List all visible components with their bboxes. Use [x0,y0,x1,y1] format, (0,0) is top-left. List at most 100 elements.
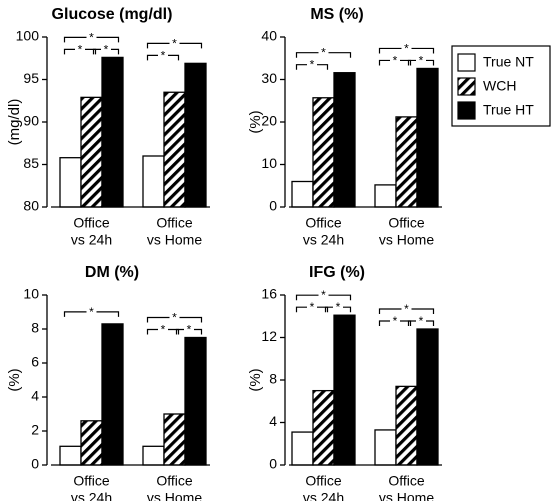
significance-star: * [161,48,166,62]
significance-star: * [310,58,315,72]
significance-star: * [89,30,94,44]
legend-label: WCH [483,78,516,94]
significance-bracket: * [63,305,120,319]
legend-label: True NT [483,54,534,70]
y-axis-label: (%) [247,110,264,133]
y-tick-label: 6 [31,354,39,370]
y-tick-label: 10 [23,286,39,302]
category-label: Office [388,473,425,489]
bar-true-nt [291,180,314,208]
legend-label: True HT [483,102,534,118]
significance-bracket: * [407,314,435,328]
chart-panel-1: Glucose (mg/dl)(mg/dl)80859095100Officev… [6,6,210,248]
y-axis-label: (%) [6,368,23,391]
significance-bracket: * [378,53,412,67]
category-label: vs 24h [303,490,344,501]
significance-bracket: * [92,42,120,56]
y-tick-label: 4 [269,413,277,429]
bar-wch [312,389,335,466]
bar-wch [163,91,186,208]
y-tick-label: 0 [269,198,277,214]
bar-true-ht [101,323,124,466]
y-tick-label: 16 [261,286,277,302]
y-tick-label: 4 [31,388,39,404]
category-label: vs 24h [71,490,112,501]
significance-star: * [172,36,177,50]
bar-true-nt [374,429,397,466]
bar-true-nt [59,445,82,466]
bar-true-nt [291,431,314,466]
significance-star: * [310,300,315,314]
significance-bracket: * [146,323,180,337]
significance-bracket: * [63,42,97,56]
bar-true-ht [333,72,356,208]
significance-star: * [78,42,83,56]
bar-true-nt [374,184,397,208]
significance-star: * [161,323,166,337]
significance-star: * [321,46,326,60]
y-axis-label: (%) [247,368,264,391]
chart-title: MS (%) [310,6,363,23]
legend-swatch [457,101,476,120]
bar-true-ht [184,62,207,208]
category-label: vs 24h [71,232,112,248]
category-label: vs 24h [303,232,344,248]
y-tick-label: 100 [16,28,40,44]
y-tick-label: 85 [23,155,39,171]
bar-true-ht [184,336,207,466]
significance-bracket: * [63,30,120,44]
bar-true-ht [416,67,439,208]
y-tick-label: 10 [261,155,277,171]
significance-star: * [104,42,109,56]
bar-wch [163,413,186,466]
significance-star: * [336,300,341,314]
bar-true-ht [333,314,356,466]
category-label: Office [73,215,110,231]
y-tick-label: 8 [269,371,277,387]
bar-wch [80,96,103,208]
significance-star: * [393,53,398,67]
significance-bracket: * [378,41,435,55]
legend-swatch [457,77,476,96]
category-label: vs Home [379,490,434,501]
y-tick-label: 12 [261,328,277,344]
significance-bracket: * [324,300,352,314]
category-label: Office [156,215,193,231]
significance-bracket: * [378,314,412,328]
y-tick-label: 2 [31,422,39,438]
y-tick-label: 40 [261,28,277,44]
significance-star: * [393,314,398,328]
y-tick-label: 8 [31,320,39,336]
category-label: Office [305,473,342,489]
significance-star: * [172,311,177,325]
legend: True NT WCH True HT [451,45,551,127]
significance-star: * [187,323,192,337]
bar-wch [395,385,418,466]
significance-star: * [321,288,326,302]
chart-title: DM (%) [85,264,139,281]
category-label: Office [305,215,342,231]
bar-true-nt [142,445,165,466]
category-label: Office [388,215,425,231]
category-label: Office [156,473,193,489]
chart-title: Glucose (mg/dl) [52,6,173,23]
y-tick-label: 80 [23,198,39,214]
category-label: vs Home [147,490,202,501]
significance-star: * [89,305,94,319]
significance-star: * [404,302,409,316]
significance-bracket: * [295,58,329,72]
y-tick-label: 20 [261,113,277,129]
significance-star: * [419,53,424,67]
chart-title: IFG (%) [309,264,365,281]
significance-bracket: * [295,288,352,302]
significance-bracket: * [407,53,435,67]
category-label: vs Home [147,232,202,248]
y-tick-label: 95 [23,70,39,86]
category-label: vs Home [379,232,434,248]
y-axis-label: (mg/dl) [6,99,23,146]
significance-bracket: * [146,48,180,62]
